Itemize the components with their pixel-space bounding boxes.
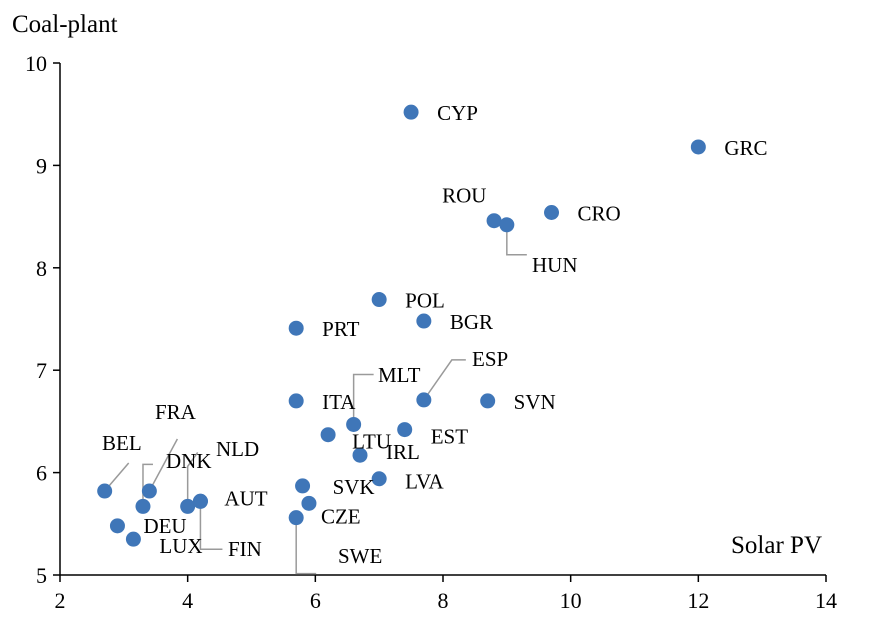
label-leader-lines <box>104 224 527 575</box>
point-label-cro: CRO <box>578 202 621 226</box>
point-label-cyp: CYP <box>437 101 478 125</box>
point-deu <box>109 518 125 534</box>
x-tick-label: 2 <box>55 588 66 613</box>
point-label-svk: SVK <box>333 475 375 499</box>
point-label-grc: GRC <box>724 136 767 160</box>
point-label-fin: FIN <box>228 537 262 561</box>
leader-line-mlt <box>352 373 374 425</box>
point-lux <box>125 531 141 547</box>
point-cyp <box>403 104 419 120</box>
point-label-prt: PRT <box>322 317 359 341</box>
point-ita <box>288 393 304 409</box>
point-label-ita: ITA <box>322 390 356 414</box>
ticks: 2 4 6 8 10 12 14 5 6 7 8 9 10 <box>25 51 837 613</box>
data-points <box>97 104 706 547</box>
point-ltu <box>320 427 336 443</box>
point-pol <box>371 292 387 308</box>
point-rou <box>486 213 502 229</box>
y-tick-label: 7 <box>36 358 47 383</box>
y-tick-label: 10 <box>25 51 47 76</box>
point-label-bel: BEL <box>102 431 142 455</box>
point-nld <box>180 498 196 514</box>
point-label-swe: SWE <box>338 544 382 568</box>
y-tick-label: 9 <box>36 153 47 178</box>
leader-line-fin <box>199 501 223 551</box>
point-cze <box>301 495 317 511</box>
point-irl <box>352 447 368 463</box>
point-hun <box>499 217 515 233</box>
point-grc <box>690 139 706 155</box>
point-est <box>397 422 413 438</box>
point-mlt <box>346 416 362 432</box>
point-esp <box>416 392 432 408</box>
point-bel <box>97 483 113 499</box>
point-label-dnk: DNK <box>166 449 212 473</box>
point-cro <box>544 205 560 221</box>
point-svk <box>295 478 311 494</box>
point-label-fra: FRA <box>155 400 197 424</box>
point-label-cze: CZE <box>321 504 361 528</box>
x-tick-label: 10 <box>560 588 582 613</box>
leader-line-nld <box>186 451 199 507</box>
x-tick-label: 8 <box>438 588 449 613</box>
point-label-hun: HUN <box>532 253 578 277</box>
point-fra <box>141 483 157 499</box>
point-label-svn: SVN <box>514 390 556 414</box>
leader-line-fra <box>148 438 179 492</box>
point-fin <box>192 493 208 509</box>
point-dnk <box>135 498 151 514</box>
point-prt <box>288 320 304 336</box>
point-label-lva: LVA <box>405 470 444 494</box>
point-label-mlt: MLT <box>378 363 421 387</box>
point-label-irl: IRL <box>386 440 420 464</box>
point-label-aut: AUT <box>224 486 267 510</box>
x-axis-title: Solar PV <box>731 532 822 559</box>
point-label-bgr: BGR <box>450 310 493 334</box>
point-label-esp: ESP <box>472 347 508 371</box>
point-label-lux: LUX <box>159 534 202 558</box>
point-label-deu: DEU <box>143 514 186 538</box>
axes <box>59 63 826 576</box>
point-label-pol: POL <box>405 289 445 313</box>
point-label-est: EST <box>431 425 469 449</box>
y-tick-label: 6 <box>36 461 47 486</box>
leader-line-esp <box>423 359 466 401</box>
point-lva <box>371 471 387 487</box>
x-tick-label: 6 <box>310 588 321 613</box>
x-tick-label: 14 <box>815 588 837 613</box>
y-axis-title: Coal-plant <box>12 11 118 38</box>
x-tick-label: 4 <box>182 588 193 613</box>
point-label-rou: ROU <box>442 184 486 208</box>
y-tick-label: 5 <box>36 563 47 588</box>
point-label-ltu: LTU <box>352 430 391 454</box>
leader-line-swe <box>295 517 317 575</box>
x-tick-label: 12 <box>687 588 709 613</box>
point-label-nld: NLD <box>216 437 259 461</box>
point-bgr <box>416 313 432 329</box>
point-swe <box>288 510 304 526</box>
point-svn <box>480 393 496 409</box>
leader-line-hun <box>506 224 527 256</box>
y-tick-label: 8 <box>36 256 47 281</box>
